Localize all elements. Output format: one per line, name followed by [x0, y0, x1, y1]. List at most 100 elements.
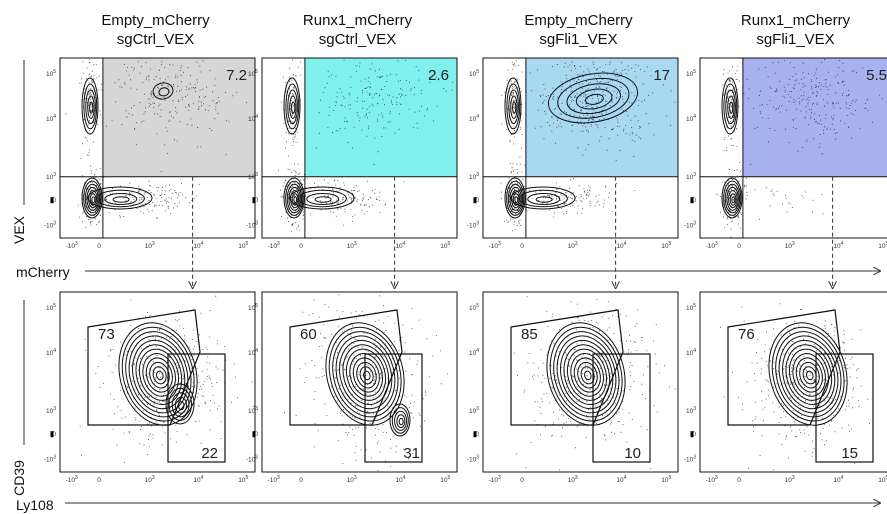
panel-title-line2: sgFli1_VEX [539, 31, 617, 48]
top-x-tick-label: 0 [520, 243, 524, 250]
bottom-y-tick-label: 105 [46, 303, 56, 312]
top-x-tick-label: 103 [785, 241, 795, 250]
top-y-tick-label: 0 [692, 197, 696, 204]
bottom-x-tick-label: 104 [616, 475, 626, 484]
bottom-y-tick-label: 105 [469, 303, 479, 312]
panel-title-line1: Empty_mCherry [101, 12, 210, 29]
top-y-tick-label: -103 [44, 220, 56, 229]
bottom-left-gate-value: 85 [521, 326, 538, 343]
bottom-x-tick-label: 103 [785, 475, 795, 484]
top-x-tick-label: 0 [97, 243, 101, 250]
top-y-tick-label: -103 [684, 220, 696, 229]
top-plot-frame [261, 57, 458, 239]
bottom-x-tick-label: -103 [489, 475, 501, 484]
vex-positive-contours [504, 77, 522, 135]
bottom-x-tick-label: 0 [737, 477, 741, 484]
bottom-x-tick-label: 104 [193, 475, 203, 484]
top-plot-frame [482, 57, 679, 239]
top-y-tick-label: -103 [467, 220, 479, 229]
main-population-contours [768, 322, 848, 426]
bottom-right-gate-value: 22 [201, 445, 218, 462]
bottom-y-tick-label: 103 [686, 406, 696, 415]
main-population-contours [118, 322, 198, 426]
top-y-tick-label: 104 [469, 114, 479, 123]
top-plot: 105 104 103 0 -103 -103 0 103 104 105 2.6 [246, 57, 458, 250]
vex-positive-contours [81, 77, 99, 135]
bottom-plot: 105 104 103 0 -103 -103 0 103 104 105 85 10 [467, 291, 679, 484]
top-left-dots [79, 59, 103, 154]
gate-population-contours [547, 72, 639, 124]
top-gate-value: 7.2 [226, 67, 247, 84]
bottom-x-tick-label: -103 [706, 475, 718, 484]
top-x-tick-label: 104 [616, 241, 626, 250]
top-x-tick-label: 103 [347, 241, 357, 250]
bottom-y-tick-label: 0 [692, 431, 696, 438]
panel-title-line1: Runx1_mCherry [741, 12, 851, 29]
top-x-tick-label: 104 [193, 241, 203, 250]
bottom-x-tick-label: 103 [347, 475, 357, 484]
top-y-tick-label: 103 [46, 172, 56, 181]
bottom-left-gate-value: 60 [300, 326, 317, 343]
bottom-plot-dots [79, 295, 255, 464]
bottom-plot-frame [261, 291, 458, 473]
bottom-x-tick-label: 104 [395, 475, 405, 484]
bottom-y-tick-label: 104 [248, 348, 258, 357]
left-polygon-gate [87, 309, 201, 426]
bottom-x-tick-label: -103 [268, 475, 280, 484]
top-plot-frame [59, 57, 256, 239]
bottom-x-tick-label: 103 [568, 475, 578, 484]
bottom-x-tick-label: 104 [833, 475, 843, 484]
bottom-x-tick-label: 0 [299, 477, 303, 484]
bottom-right-gate-value: 15 [841, 445, 858, 462]
bottom-y-tick-label: -103 [467, 454, 479, 463]
top-y-tick-label: 104 [46, 114, 56, 123]
top-gate-value: 17 [653, 67, 670, 84]
bottom-left-gate-value: 73 [98, 326, 115, 343]
bottom-plot-frame [59, 291, 256, 473]
panel-title-line2: sgCtrl_VEX [319, 31, 397, 48]
top-y-tick-label: 105 [46, 69, 56, 78]
double-negative-contours [283, 177, 305, 219]
bottom-plot-frame [482, 291, 679, 473]
facs-panel: Runx1_mCherry sgCtrl_VEX 105 104 103 0 -103 -10… [246, 12, 458, 484]
top-gate-value: 2.6 [428, 67, 449, 84]
top-x-tick-label: -103 [489, 241, 501, 250]
bottom-x-tick-label: 105 [661, 475, 671, 484]
bottom-x-tick-label: 105 [440, 475, 450, 484]
mcherry-positive-contours [510, 186, 576, 210]
top-plot: 105 104 103 0 -103 -103 0 103 104 105 5.5 [684, 57, 887, 250]
bottom-y-tick-label: 104 [686, 348, 696, 357]
bottom-y-tick-label: 103 [248, 406, 258, 415]
bottom-right-dots [513, 178, 636, 218]
top-x-tick-label: 105 [878, 241, 887, 250]
bottom-y-axis-label: CD39 [11, 460, 27, 496]
bottom-x-tick-label: 103 [145, 475, 155, 484]
top-y-tick-label: 103 [686, 172, 696, 181]
left-polygon-gate [727, 309, 841, 426]
top-gate-fill [304, 58, 457, 177]
top-x-tick-label: 103 [568, 241, 578, 250]
bottom-left-gate-value: 76 [738, 326, 755, 343]
top-y-tick-label: 103 [248, 172, 258, 181]
bottom-right-dots [96, 171, 200, 219]
mcherry-positive-contours [87, 186, 153, 210]
facs-panel: Empty_mCherry sgCtrl_VEX 105 104 103 0 -103 -10… [44, 12, 256, 484]
bottom-y-tick-label: 104 [469, 348, 479, 357]
bottom-left-dots [716, 162, 751, 238]
bottom-x-tick-label: 105 [878, 475, 887, 484]
mcherry-positive-contours [289, 186, 355, 210]
top-x-tick-label: -103 [706, 241, 718, 250]
right-rect-gate [815, 353, 874, 463]
panel-title-line1: Empty_mCherry [524, 12, 633, 29]
left-polygon-gate [289, 309, 403, 426]
bottom-right-dots [736, 187, 824, 220]
bottom-y-tick-label: 105 [248, 303, 258, 312]
top-y-tick-label: 105 [248, 69, 258, 78]
bottom-y-tick-label: 103 [46, 406, 56, 415]
top-gate-fill [102, 58, 256, 177]
top-x-tick-label: -103 [66, 241, 78, 250]
bottom-plot-frame [699, 291, 887, 473]
bottom-y-tick-label: 0 [52, 431, 56, 438]
